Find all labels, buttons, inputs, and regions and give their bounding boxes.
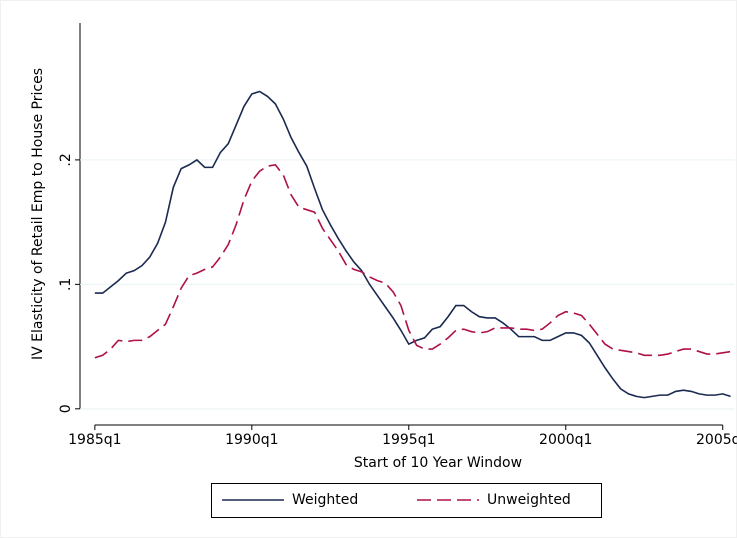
legend-label: Weighted — [292, 492, 358, 508]
y-tick-label: .1 — [58, 278, 74, 291]
x-tick-label: 1990q1 — [225, 432, 278, 448]
x-axis-title: Start of 10 Year Window — [354, 455, 522, 471]
legend-label: Unweighted — [487, 492, 571, 508]
x-tick-label: 2005q1 — [696, 432, 737, 448]
x-tick-label: 2000q1 — [539, 432, 592, 448]
series-line — [94, 90, 731, 399]
x-tick-label: 1985q1 — [68, 432, 121, 448]
series-line — [94, 164, 731, 359]
y-axis-title: IV Elasticity of Retail Emp to House Pri… — [30, 68, 46, 360]
y-tick-label: .2 — [58, 153, 74, 166]
x-tick-label: 1995q1 — [382, 432, 435, 448]
y-tick-label: 0 — [58, 404, 74, 413]
